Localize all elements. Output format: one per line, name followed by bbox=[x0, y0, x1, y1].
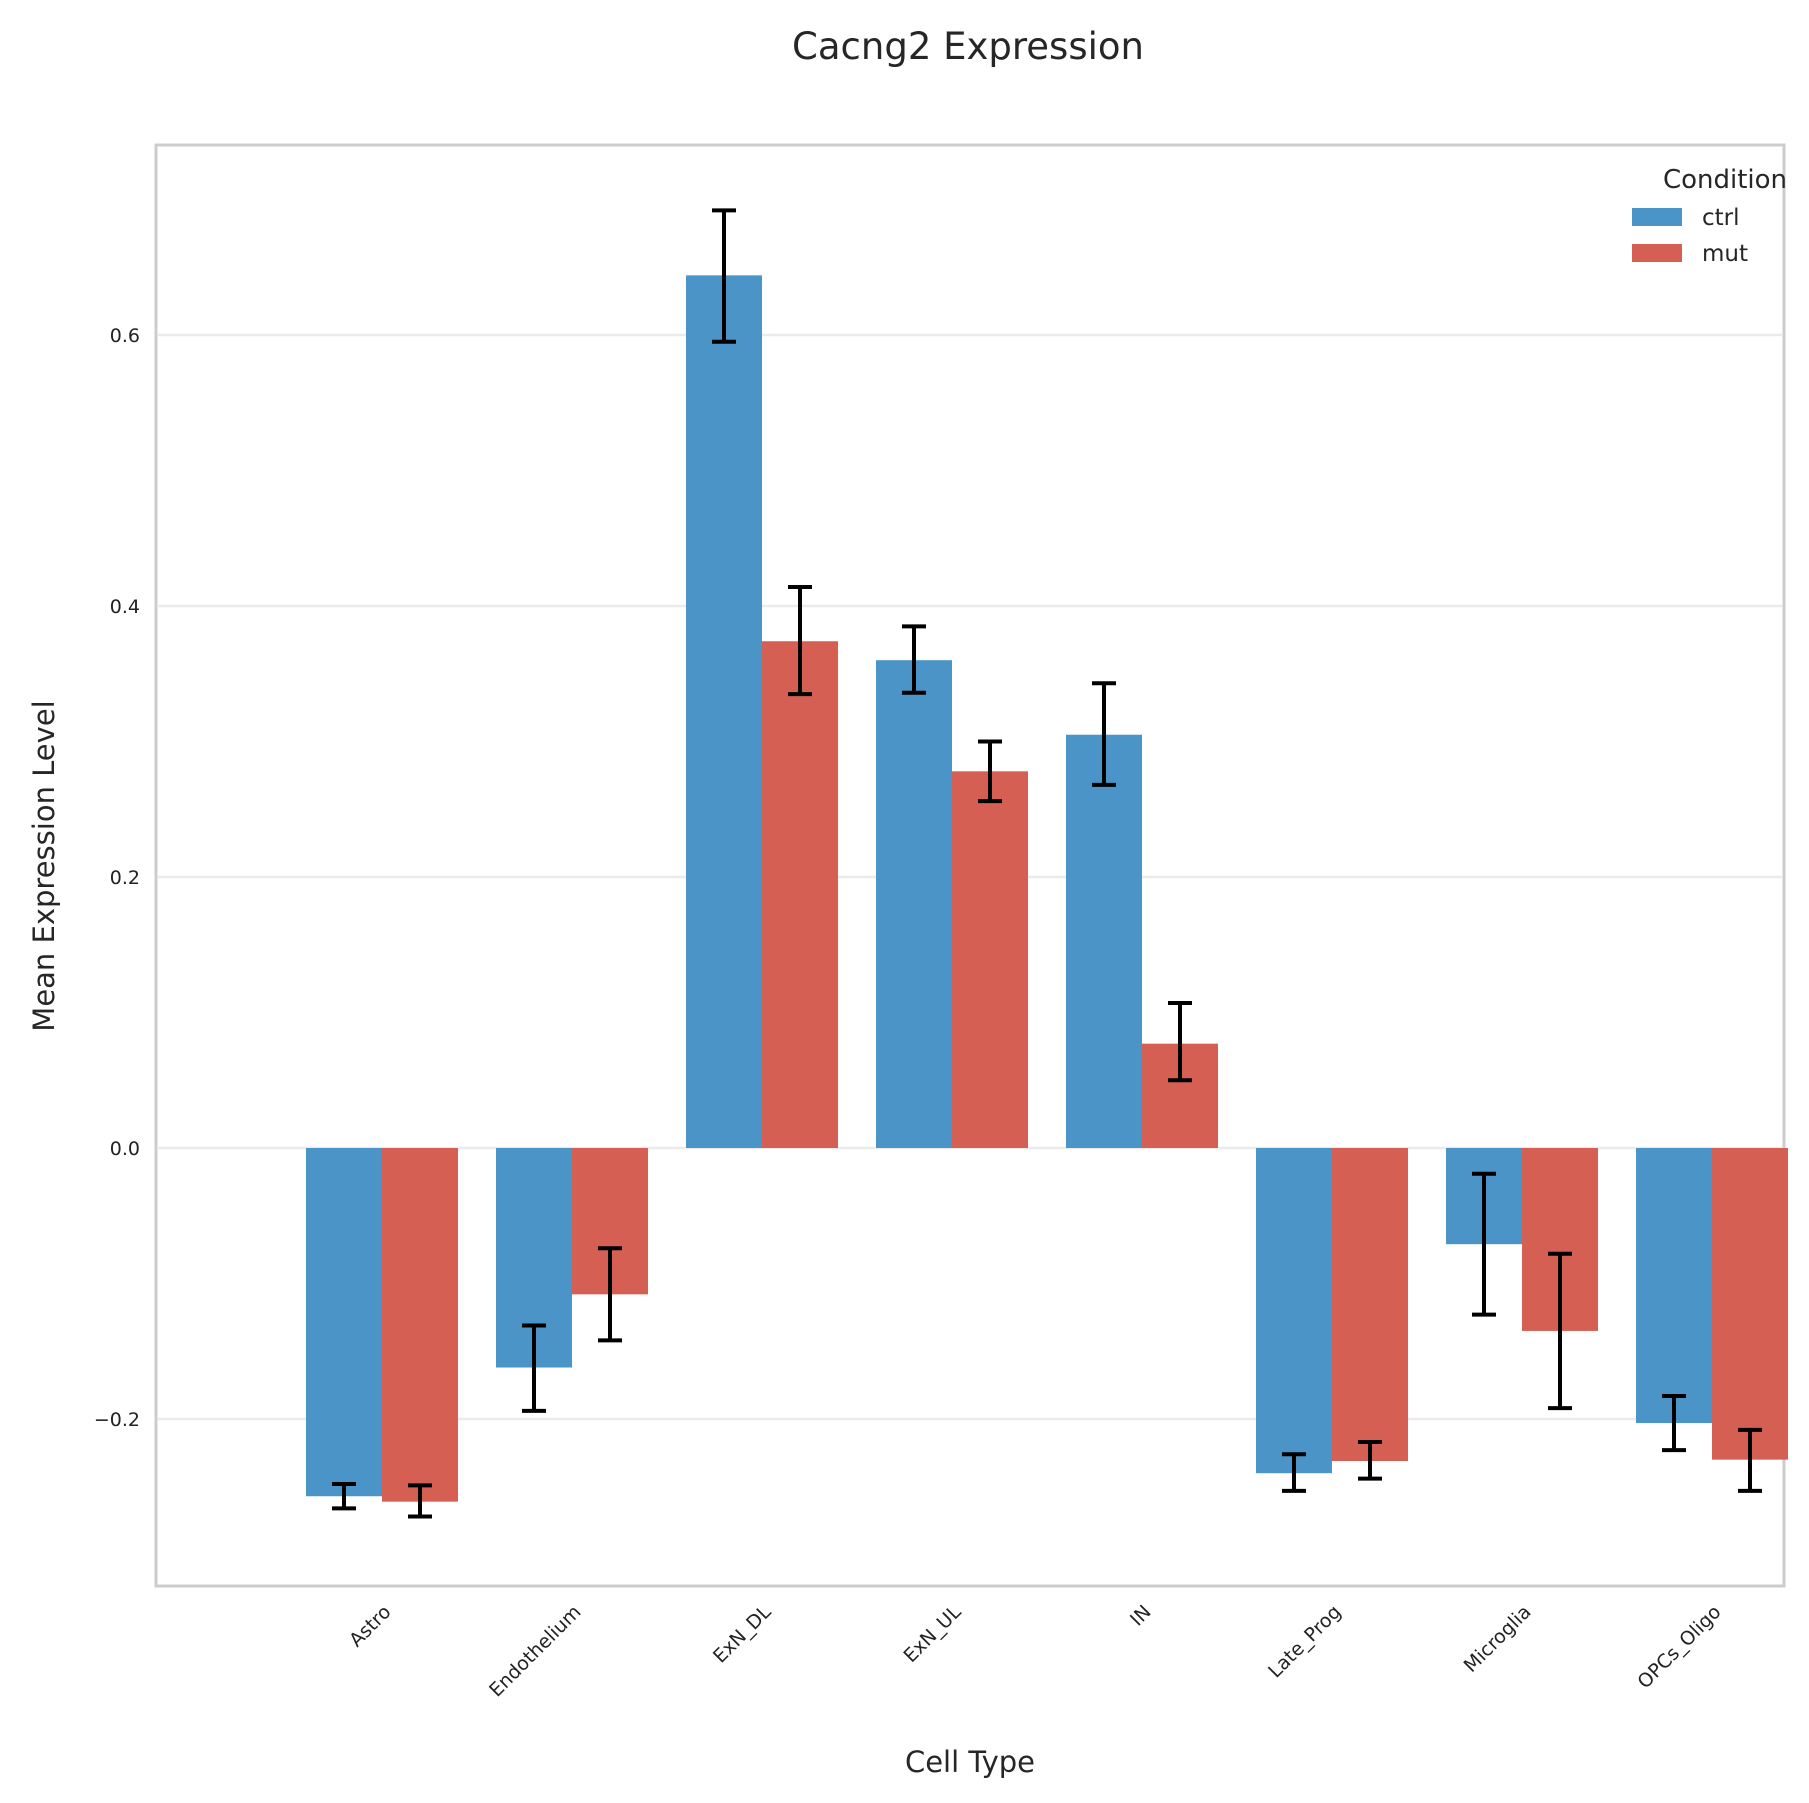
error-bar-mut-Endothelium bbox=[598, 1246, 622, 1343]
error-bar-ctrl-OPCs_Oligo bbox=[1662, 1393, 1686, 1453]
error-bar-mut-Astro bbox=[408, 1483, 432, 1519]
x-tick-label: IN bbox=[1126, 1601, 1156, 1631]
error-bar-ctrl-Endothelium bbox=[522, 1323, 546, 1413]
bar-ctrl-ExN_DL bbox=[686, 275, 762, 1148]
chart-title: Cacng2 Expression bbox=[792, 25, 1144, 68]
x-tick-label: Astro bbox=[345, 1601, 395, 1651]
error-bar-mut-IN bbox=[1168, 1001, 1192, 1083]
y-tick-labels: −0.2 0.0 0.2 0.4 0.6 bbox=[94, 325, 140, 1431]
x-axis-title: Cell Type bbox=[905, 1745, 1035, 1779]
y-tick-label: 0.0 bbox=[110, 1138, 140, 1160]
legend-label-mut: mut bbox=[1702, 241, 1748, 267]
y-tick-label: 0.4 bbox=[110, 596, 140, 618]
error-bar-ctrl-ExN_UL bbox=[902, 624, 926, 695]
bar-ctrl-OPCs_Oligo bbox=[1636, 1148, 1712, 1424]
bar-mut-ExN_DL bbox=[762, 641, 838, 1148]
error-bar-ctrl-Late_Prog bbox=[1282, 1452, 1306, 1493]
x-tick-label: Late_Prog bbox=[1264, 1601, 1345, 1682]
x-tick-label: Endothelium bbox=[485, 1601, 585, 1701]
bar-mut-OPCs_Oligo bbox=[1712, 1148, 1788, 1460]
x-tick-label: OPCs_Oligo bbox=[1633, 1601, 1725, 1693]
error-bar-mut-ExN_UL bbox=[978, 739, 1002, 804]
error-bar-mut-Late_Prog bbox=[1358, 1440, 1382, 1481]
legend-label-ctrl: ctrl bbox=[1702, 205, 1740, 231]
error-bar-ctrl-ExN_DL bbox=[712, 208, 736, 344]
error-bar-mut-ExN_DL bbox=[788, 585, 812, 697]
bar-ctrl-IN bbox=[1066, 734, 1142, 1148]
x-tick-label: Microglia bbox=[1460, 1601, 1536, 1677]
y-axis-title: Mean Expression Level bbox=[27, 700, 61, 1031]
error-bar-mut-OPCs_Oligo bbox=[1738, 1427, 1762, 1493]
y-tick-label: 0.6 bbox=[110, 325, 140, 347]
bars bbox=[306, 275, 1788, 1502]
error-bar-mut-Microglia bbox=[1548, 1251, 1572, 1411]
x-tick-label: ExN_DL bbox=[709, 1601, 776, 1668]
bar-mut-Late_Prog bbox=[1332, 1148, 1408, 1462]
error-bar-ctrl-IN bbox=[1092, 681, 1116, 787]
legend: Condition ctrl mut bbox=[1632, 165, 1787, 267]
y-tick-label: 0.2 bbox=[110, 867, 140, 889]
legend-swatch-ctrl bbox=[1632, 208, 1682, 226]
legend-swatch-mut bbox=[1632, 244, 1682, 262]
x-tick-labels: Astro Endothelium ExN_DL ExN_UL IN Late_Prog M… bbox=[345, 1601, 1725, 1702]
bar-mut-ExN_UL bbox=[952, 771, 1028, 1148]
bar-ctrl-ExN_UL bbox=[876, 660, 952, 1148]
error-bar-ctrl-Astro bbox=[332, 1482, 356, 1511]
bar-ctrl-Astro bbox=[306, 1148, 382, 1497]
bar-mut-Astro bbox=[382, 1148, 458, 1502]
x-tick-label: ExN_UL bbox=[899, 1601, 965, 1667]
error-bars bbox=[332, 208, 1762, 1519]
legend-title: Condition bbox=[1663, 165, 1787, 195]
error-bar-ctrl-Microglia bbox=[1472, 1171, 1496, 1317]
bar-ctrl-Late_Prog bbox=[1256, 1148, 1332, 1474]
y-tick-label: −0.2 bbox=[94, 1409, 140, 1431]
